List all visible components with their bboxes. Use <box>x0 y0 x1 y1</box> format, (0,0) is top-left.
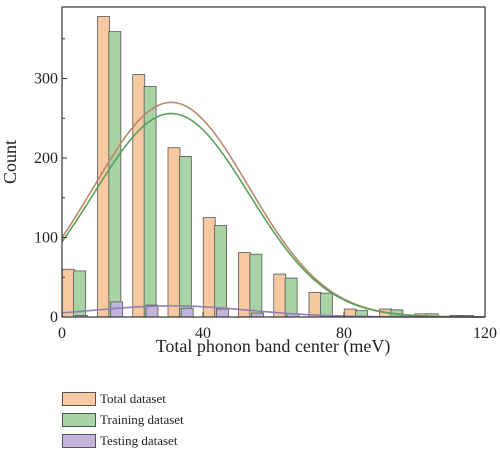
bar-training-3 <box>178 156 192 318</box>
bar-total-7 <box>308 291 322 318</box>
bar-training-0 <box>73 270 87 318</box>
x-tick-label-120: 120 <box>473 325 497 342</box>
bar-total-2 <box>132 74 146 318</box>
bar-training-1 <box>108 31 122 318</box>
x-tick-label-80: 80 <box>336 325 352 342</box>
legend: Total dataset Training dataset Testing d… <box>62 388 184 451</box>
ticks-layer: 0 40 80 120 0 100 200 300 <box>34 38 497 342</box>
bar-total-6 <box>273 273 287 318</box>
bar-total-0 <box>61 268 75 318</box>
legend-swatch-testing <box>62 433 96 448</box>
bar-training-7 <box>319 292 333 318</box>
bar-training-5 <box>249 253 263 318</box>
fit-curve-training <box>61 112 485 318</box>
y-tick-label-100: 100 <box>34 230 58 247</box>
y-tick-label-300: 300 <box>34 71 58 88</box>
histogram-chart: 0 40 80 120 0 100 200 300 Total phonon band cen… <box>0 6 497 357</box>
legend-label-training: Training dataset <box>100 411 184 427</box>
bar-testing-4 <box>216 308 229 318</box>
bar-total-4 <box>202 217 216 318</box>
legend-item-testing: Testing dataset <box>62 430 184 451</box>
bars-layer <box>61 16 474 318</box>
legend-swatch-training <box>62 412 96 427</box>
legend-label-testing: Testing dataset <box>100 432 178 448</box>
x-tick-label-0: 0 <box>58 325 66 342</box>
plot-frame <box>61 6 486 318</box>
legend-swatch-total <box>62 391 96 406</box>
bar-total-3 <box>167 147 181 318</box>
x-axis-title: Total phonon band center (meV) <box>156 336 391 357</box>
x-tick-label-40: 40 <box>195 325 211 342</box>
legend-label-total: Total dataset <box>100 390 166 406</box>
bar-training-6 <box>284 277 298 318</box>
bar-training-4 <box>214 225 228 318</box>
y-tick-label-0: 0 <box>50 309 58 326</box>
bar-total-5 <box>238 252 251 318</box>
bar-testing-3 <box>180 307 194 318</box>
bar-total-1 <box>97 16 110 318</box>
y-tick-label-200: 200 <box>34 150 58 167</box>
legend-item-total: Total dataset <box>62 388 184 409</box>
legend-item-training: Training dataset <box>62 409 184 430</box>
y-axis-title: Count <box>0 140 20 184</box>
